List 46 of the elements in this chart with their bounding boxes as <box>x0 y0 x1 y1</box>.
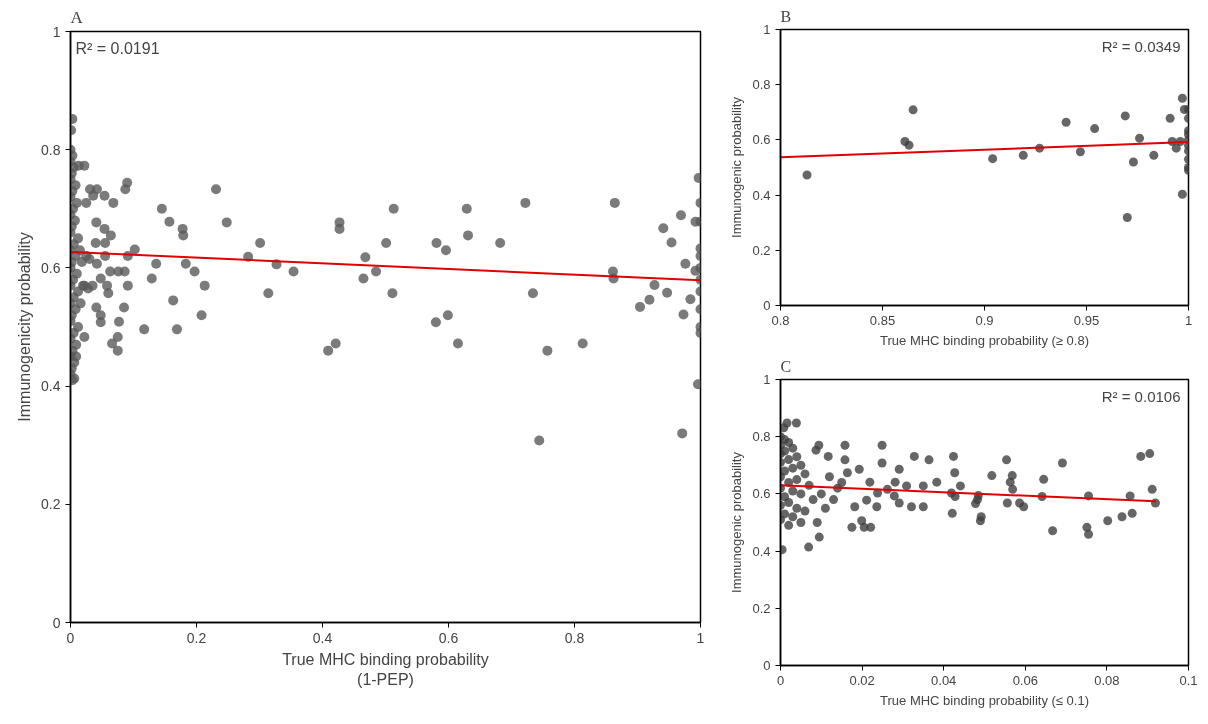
y-axis-title: Immunogenic probability <box>729 96 745 238</box>
x-tick-label: 0.4 <box>312 629 333 646</box>
y-tick-label: 0.6 <box>752 486 771 502</box>
y-tick-label: 0.6 <box>41 259 61 276</box>
x-tick-label: 0.06 <box>1012 672 1038 688</box>
x-tick-label: 0 <box>66 629 75 646</box>
y-axis-title: Immunogenicity probability <box>16 232 34 422</box>
x-tick-label: 0.95 <box>1073 312 1100 328</box>
x-tick-label: 0.08 <box>1094 672 1120 688</box>
y-tick-label: 1 <box>52 23 61 40</box>
chart-title: B <box>780 7 792 25</box>
x-tick-label: 0.6 <box>438 629 459 646</box>
y-tick-label: 0.2 <box>41 496 61 513</box>
x-tick-label: 0.8 <box>564 629 585 646</box>
x-tick-label: 0.1 <box>1179 672 1198 688</box>
y-tick-label: 0 <box>763 658 771 673</box>
x-axis-title: True MHC binding probability (≥ 0.8) <box>880 332 1089 348</box>
annotation: R² = 0.0106 <box>1101 387 1181 405</box>
y-tick-label: 0.4 <box>752 543 771 559</box>
y-tick-label: 0.8 <box>41 141 61 158</box>
x-axis-title: True MHC binding probability (1-PEP) <box>282 650 489 688</box>
x-tick-label: 0.04 <box>931 672 957 688</box>
x-tick-label: 1 <box>696 629 705 646</box>
chart-title: C <box>780 357 792 375</box>
x-tick-label: 0.85 <box>869 312 896 328</box>
y-tick-label: 0.2 <box>752 242 771 258</box>
y-tick-label: 1 <box>763 22 771 37</box>
y-tick-label: 0.8 <box>752 429 771 445</box>
x-tick-label: 0.9 <box>975 312 994 328</box>
y-tick-label: 0.4 <box>752 187 771 203</box>
annotation: R² = 0.0191 <box>75 39 160 57</box>
y-tick-label: 0 <box>52 614 61 631</box>
x-tick-label: 0.2 <box>186 629 207 646</box>
y-tick-label: 0.4 <box>41 378 61 395</box>
x-tick-label: 0.02 <box>849 672 875 688</box>
y-tick-label: 1 <box>763 372 771 387</box>
x-axis-title: True MHC binding probability (≤ 0.1) <box>880 692 1089 708</box>
chart-title: A <box>70 7 84 27</box>
annotation: R² = 0.0349 <box>1101 37 1181 55</box>
y-axis-title: Immunogenic probability <box>729 451 745 593</box>
y-tick-label: 0.8 <box>752 77 771 93</box>
y-tick-label: 0.2 <box>752 600 771 616</box>
y-tick-label: 0.6 <box>752 132 771 148</box>
x-tick-label: 1 <box>1184 312 1193 328</box>
x-tick-label: 0 <box>776 672 785 688</box>
y-tick-label: 0 <box>763 298 771 313</box>
